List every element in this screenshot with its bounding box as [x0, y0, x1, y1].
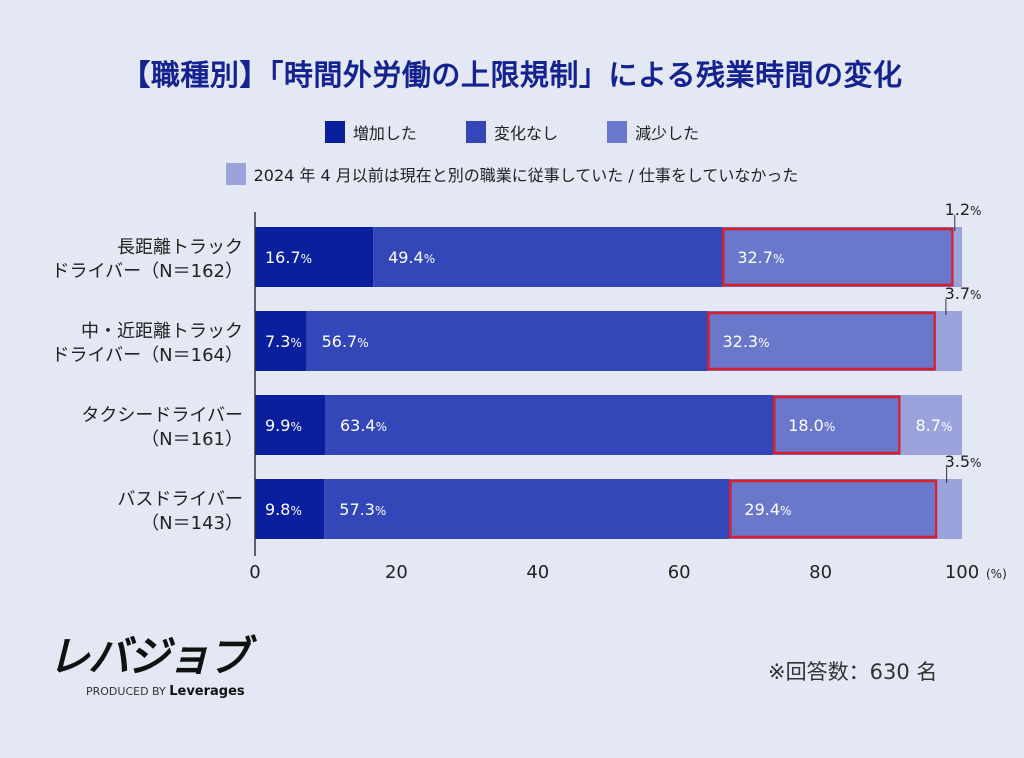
logo-sub: PRODUCED BY Leverages — [86, 684, 248, 699]
highlight-box — [707, 311, 937, 371]
bar-segment — [255, 479, 325, 539]
bar-segment — [900, 395, 962, 455]
data-label: 57.3% — [339, 500, 386, 519]
logo-wordmark: レバジョブ — [48, 632, 250, 681]
data-label: 9.9% — [265, 416, 302, 435]
bar-segment — [373, 227, 723, 287]
legend-row-2: 2024 年 4 月以前は現在と別の職業に従事していた / 仕事をしていなかった — [0, 162, 1024, 189]
data-label: 3.7% — [945, 284, 982, 303]
legend-label: 減少した — [635, 124, 700, 143]
data-label: 9.8% — [265, 500, 302, 519]
bar-segment — [937, 479, 962, 539]
legend-swatch — [607, 121, 628, 143]
bar-segment — [255, 395, 325, 455]
bar-segment — [707, 311, 936, 371]
logo-sub-brand: Leverages — [169, 684, 245, 699]
bar-segment — [306, 311, 708, 371]
data-label: 7.3% — [265, 332, 302, 351]
chart-title: 【職種別】「時間外労働の上限規制」による残業時間の変化 — [121, 58, 903, 92]
x-tick-label: 100 — [945, 562, 979, 583]
x-tick-label: 20 — [385, 562, 408, 583]
bar-segment — [255, 311, 307, 371]
data-label: 3.5% — [945, 452, 982, 471]
bar-segment — [935, 311, 962, 371]
leverages-logo: レバジョブ PRODUCED BY Leverages — [48, 632, 250, 700]
data-label: 29.4% — [744, 500, 791, 519]
x-tick-label: 40 — [526, 562, 549, 583]
legend-row-1: 増加した 変化なし 減少した — [0, 120, 1024, 147]
data-label: 56.7% — [322, 332, 369, 351]
legend-item-increased: 増加した — [324, 120, 417, 144]
bar-segment — [324, 479, 730, 539]
category-label: （N＝143） — [141, 513, 243, 534]
category-label: ドライバー（N＝162） — [52, 261, 243, 282]
bar-segment — [953, 227, 962, 287]
bar-segment — [773, 395, 901, 455]
legend-swatch — [324, 121, 345, 143]
x-unit-label: (%) — [986, 567, 1007, 581]
category-label: （N＝161） — [141, 429, 243, 450]
category-label: タクシードライバー — [81, 405, 243, 426]
category-label: 中・近距離トラック — [81, 321, 243, 342]
highlight-box — [772, 395, 901, 455]
data-label: 16.7% — [265, 248, 312, 267]
category-label: バスドライバー — [117, 489, 243, 510]
data-label: 32.3% — [722, 332, 769, 351]
bar-segment — [324, 395, 774, 455]
respondent-count: ※回答数：630 名 — [768, 660, 938, 684]
legend-swatch — [225, 163, 246, 185]
highlight-box — [729, 479, 938, 539]
bar-segment — [255, 227, 374, 287]
data-label: 1.2% — [945, 200, 982, 219]
legend-item-unchanged: 変化なし — [465, 120, 558, 144]
category-label: ドライバー（N＝164） — [52, 345, 243, 366]
legend-label: 増加した — [352, 124, 417, 143]
data-label: 8.7% — [915, 416, 952, 435]
category-label: 長距離トラック — [117, 237, 243, 258]
legend-swatch — [465, 121, 486, 143]
bar-segment — [722, 227, 954, 287]
legend-label: 2024 年 4 月以前は現在と別の職業に従事していた / 仕事をしていなかった — [253, 166, 799, 185]
highlight-box — [722, 227, 954, 287]
legend-item-decreased: 減少した — [607, 120, 699, 144]
x-tick-label: 60 — [668, 562, 691, 583]
data-label: 32.7% — [737, 248, 784, 267]
legend-item-other: 2024 年 4 月以前は現在と別の職業に従事していた / 仕事をしていなかった — [225, 162, 799, 186]
data-label: 18.0% — [788, 416, 835, 435]
logo-sub-prefix: PRODUCED BY — [86, 685, 166, 698]
legend-label: 変化なし — [493, 124, 558, 143]
bar-segment — [729, 479, 938, 539]
data-label: 49.4% — [388, 248, 435, 267]
data-label: 63.4% — [340, 416, 387, 435]
x-tick-label: 0 — [249, 562, 260, 583]
x-tick-label: 80 — [809, 562, 832, 583]
